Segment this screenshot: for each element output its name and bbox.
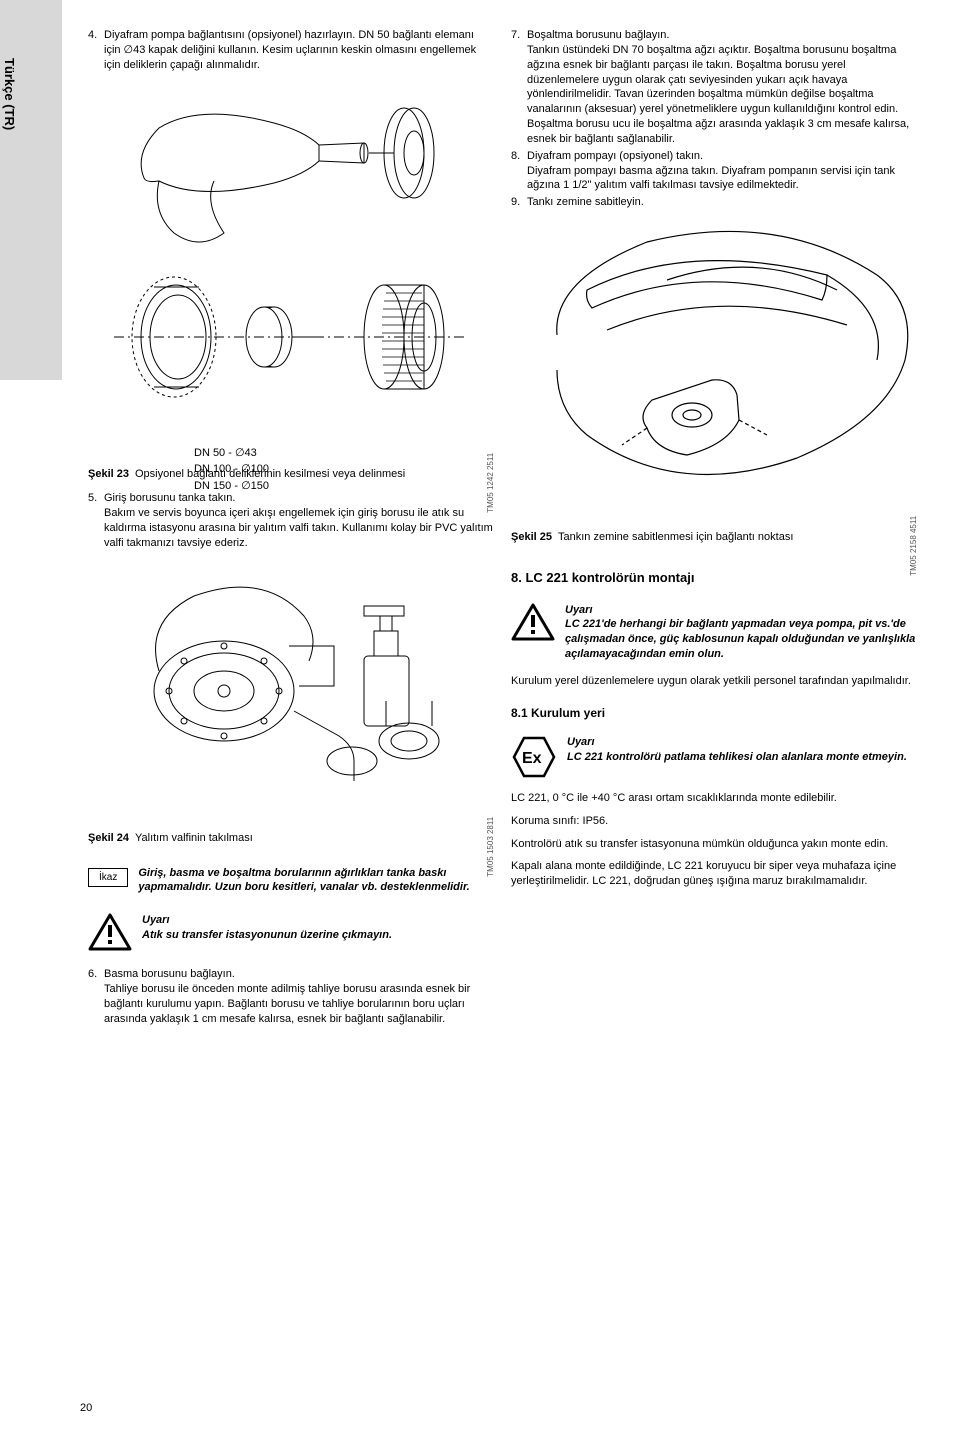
language-tab: Türkçe (TR) — [0, 28, 70, 1029]
item-body: Diyafram pompayı basma ağzına takın. Diy… — [527, 165, 895, 192]
section-81-title: 8.1 Kurulum yeri — [511, 705, 916, 721]
figure-24-caption: Şekil 24 Yalıtım valfinin takılması — [88, 831, 493, 846]
list-item-5: 5. Giriş borusunu tanka takın. Bakım ve … — [88, 491, 493, 550]
drawing-code: TM05 1242 2511 — [486, 453, 497, 513]
dn-100: DN 100 - ∅100 — [194, 461, 493, 478]
warning-body: Atık su transfer istasyonunun üzerine çı… — [142, 928, 493, 943]
item-text: Diyafram pompa bağlantısını (opsiyonel) … — [104, 28, 493, 73]
item-body: Tankın üstündeki DN 70 boşaltma ağzı açı… — [527, 44, 909, 145]
figure-25: TM05 2158 4511 — [527, 220, 916, 520]
list-item-6: 6. Basma borusunu bağlayın. Tahliye boru… — [88, 967, 493, 1026]
item-number: 5. — [88, 491, 104, 550]
item-text: Diyafram pompayı (opsiyonel) takın. Diya… — [527, 149, 916, 194]
caution-label: İkaz — [88, 868, 128, 888]
figure-label: Şekil 25 — [511, 530, 552, 545]
list-item-4: 4. Diyafram pompa bağlantısını (opsiyone… — [88, 28, 493, 73]
warning-body: LC 221 kontrolörü patlama tehlikesi olan… — [567, 750, 916, 765]
warning-text-block: Uyarı LC 221 kontrolörü patlama tehlikes… — [567, 735, 916, 765]
dn-dimensions: DN 50 - ∅43 DN 100 - ∅100 DN 150 - ∅150 — [104, 445, 493, 495]
item-number: 7. — [511, 28, 527, 147]
warning-triangle-icon — [511, 603, 555, 643]
warning-ex: Ex Uyarı LC 221 kontrolörü patlama tehli… — [511, 735, 916, 779]
drawing-code: TM05 2158 4511 — [909, 516, 920, 576]
tank-anchor-illustration — [527, 220, 917, 510]
figure-24: TM05 1503 2811 — [104, 561, 493, 821]
item-number: 4. — [88, 28, 104, 73]
warning-text-block: Uyarı Atık su transfer istasyonunun üzer… — [142, 913, 493, 943]
cap-components-illustration — [104, 267, 484, 427]
caution-note: İkaz Giriş, basma ve boşaltma borularını… — [88, 866, 493, 896]
item-body: Tahliye borusu ile önceden monte adilmiş… — [104, 983, 470, 1025]
warning-text-block: Uyarı LC 221'de herhangi bir bağlantı ya… — [565, 603, 916, 662]
item-body: Bakım ve servis boyunca içeri akışı enge… — [104, 507, 493, 549]
page-number: 20 — [80, 1401, 92, 1416]
figure-23-upper — [104, 83, 493, 253]
sec8-p1: Kurulum yerel düzenlemelere uygun olarak… — [511, 674, 916, 689]
warning-triangle-icon — [88, 913, 132, 953]
list-item-8: 8. Diyafram pompayı (opsiyonel) takın. D… — [511, 149, 916, 194]
tab-background — [0, 0, 62, 380]
item-number: 8. — [511, 149, 527, 194]
figure-label: Şekil 24 — [88, 831, 129, 846]
dn-150: DN 150 - ∅150 — [194, 478, 493, 495]
warning-head: Uyarı — [142, 913, 493, 928]
item-lead: Boşaltma borusunu bağlayın. — [527, 29, 669, 41]
valve-installation-illustration — [104, 561, 484, 811]
figure-text: Tankın zemine sabitlenmesi için bağlantı… — [558, 530, 793, 545]
dn-50: DN 50 - ∅43 — [194, 445, 493, 462]
right-column: 7. Boşaltma borusunu bağlayın. Tankın üs… — [511, 28, 916, 1029]
item-number: 9. — [511, 195, 527, 210]
item-text: Giriş borusunu tanka takın. Bakım ve ser… — [104, 491, 493, 550]
warning-sec8: Uyarı LC 221'de herhangi bir bağlantı ya… — [511, 603, 916, 662]
list-item-7: 7. Boşaltma borusunu bağlayın. Tankın üs… — [511, 28, 916, 147]
caution-text: Giriş, basma ve boşaltma borularının ağı… — [138, 866, 493, 896]
item-text: Basma borusunu bağlayın. Tahliye borusu … — [104, 967, 493, 1026]
item-number: 6. — [88, 967, 104, 1026]
sec81-p4: Kapalı alana monte edildiğinde, LC 221 k… — [511, 859, 916, 889]
item-lead: Giriş borusunu tanka takın. — [104, 492, 235, 504]
svg-text:Ex: Ex — [522, 750, 542, 767]
left-column: 4. Diyafram pompa bağlantısını (opsiyone… — [88, 28, 493, 1029]
figure-text: Yalıtım valfinin takılması — [135, 831, 253, 846]
sec81-p1: LC 221, 0 °C ile +40 °C arası ortam sıca… — [511, 791, 916, 806]
figure-25-caption: Şekil 25 Tankın zemine sabitlenmesi için… — [511, 530, 916, 545]
warning-head: Uyarı — [565, 603, 916, 618]
item-lead: Diyafram pompayı (opsiyonel) takın. — [527, 150, 703, 162]
language-label: Türkçe (TR) — [0, 58, 18, 130]
warning-body: LC 221'de herhangi bir bağlantı yapmadan… — [565, 617, 916, 662]
sec81-p2: Koruma sınıfı: IP56. — [511, 814, 916, 829]
warning-head: Uyarı — [567, 735, 916, 750]
section-8-title: 8. LC 221 kontrolörün montajı — [511, 569, 916, 587]
item-lead: Basma borusunu bağlayın. — [104, 968, 235, 980]
item-text: Tankı zemine sabitleyin. — [527, 195, 916, 210]
explosion-hazard-icon: Ex — [511, 735, 557, 779]
item-text: Boşaltma borusunu bağlayın. Tankın üstün… — [527, 28, 916, 147]
drawing-code: TM05 1503 2811 — [486, 817, 497, 877]
warning-1: Uyarı Atık su transfer istasyonunun üzer… — [88, 913, 493, 953]
list-item-9: 9. Tankı zemine sabitleyin. — [511, 195, 916, 210]
figure-23-lower: DN 50 - ∅43 DN 100 - ∅100 DN 150 - ∅150 … — [104, 267, 493, 457]
hole-saw-illustration — [104, 83, 484, 253]
sec81-p3: Kontrolörü atık su transfer istasyonuna … — [511, 837, 916, 852]
